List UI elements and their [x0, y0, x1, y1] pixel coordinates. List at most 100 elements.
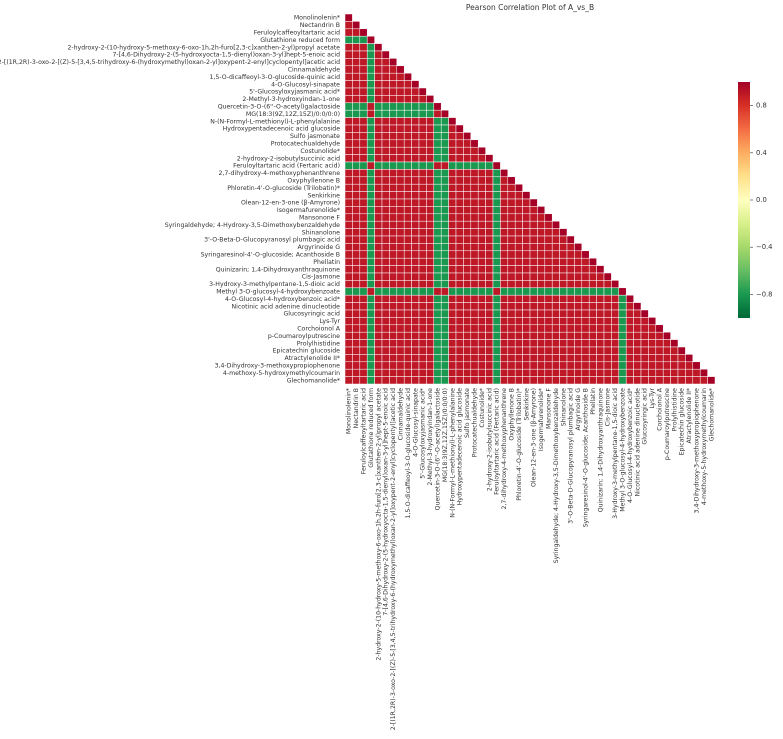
- heatmap-cell: [396, 124, 405, 133]
- heatmap-cell: [544, 243, 553, 252]
- heatmap-cell: [692, 368, 701, 377]
- heatmap-cell: [492, 294, 501, 303]
- row-label: Phellatin: [313, 259, 340, 266]
- heatmap-cell: [359, 58, 368, 67]
- heatmap-cell: [366, 169, 375, 178]
- heatmap-cell: [477, 154, 486, 163]
- row-label: Lys-Tyr: [320, 318, 341, 325]
- heatmap-cell: [448, 220, 457, 229]
- heatmap-cell: [492, 346, 501, 355]
- heatmap-cell: [403, 302, 412, 311]
- heatmap-cell: [418, 309, 427, 318]
- heatmap-cell: [389, 235, 398, 244]
- heatmap-cell: [433, 220, 442, 229]
- heatmap-cell: [352, 95, 361, 104]
- heatmap-cell: [433, 206, 442, 215]
- heatmap-cell: [352, 183, 361, 192]
- heatmap-cell: [492, 176, 501, 185]
- heatmap-cell: [492, 206, 501, 215]
- heatmap-cell: [500, 302, 509, 311]
- heatmap-cell: [381, 250, 390, 259]
- heatmap-cell: [492, 331, 501, 340]
- row-label: Cinnamaldehyde: [288, 67, 340, 74]
- heatmap-cell: [403, 109, 412, 118]
- heatmap-cell: [344, 220, 353, 229]
- heatmap-cell: [662, 368, 671, 377]
- heatmap-cell: [507, 191, 516, 200]
- heatmap-cell: [500, 250, 509, 259]
- row-label: Hydroxypentadecenoic acid glucoside: [223, 126, 341, 133]
- heatmap-cell: [544, 228, 553, 237]
- heatmap-cell: [670, 339, 679, 348]
- heatmap-cell: [529, 339, 538, 348]
- heatmap-cell: [366, 294, 375, 303]
- heatmap-cell: [366, 132, 375, 141]
- heatmap-cell: [374, 117, 383, 126]
- heatmap-cell: [514, 339, 523, 348]
- heatmap-cell: [344, 161, 353, 170]
- heatmap-cell: [426, 235, 435, 244]
- heatmap-cell: [381, 169, 390, 178]
- column-label: Argyrinoide G: [575, 388, 582, 431]
- heatmap-cell: [463, 346, 472, 355]
- heatmap-cell: [381, 213, 390, 222]
- heatmap-cell: [433, 139, 442, 148]
- heatmap-cell: [544, 376, 553, 385]
- heatmap-cell: [352, 109, 361, 118]
- heatmap-cell: [485, 361, 494, 370]
- heatmap-cell: [492, 243, 501, 252]
- heatmap-cell: [374, 228, 383, 237]
- heatmap-cell: [574, 368, 583, 377]
- heatmap-cell: [611, 294, 620, 303]
- heatmap-cell: [537, 257, 546, 266]
- heatmap-cell: [359, 213, 368, 222]
- heatmap-cell: [566, 243, 575, 252]
- heatmap-cell: [559, 287, 568, 296]
- heatmap-cell: [477, 376, 486, 385]
- row-label: 4-methoxy-5-hydroxymethylcoumarin: [223, 370, 340, 377]
- heatmap-cell: [603, 361, 612, 370]
- heatmap-cell: [433, 176, 442, 185]
- heatmap-cell: [559, 309, 568, 318]
- heatmap-cell: [514, 198, 523, 207]
- heatmap-cell: [551, 250, 560, 259]
- heatmap-cell: [389, 346, 398, 355]
- row-label: 5'-Glucosyloxyjasmanic acid*: [249, 89, 340, 96]
- heatmap-cell: [514, 302, 523, 311]
- column-label: Quercetin-3-O-(6''-O-acetyl)galactoside: [435, 388, 442, 511]
- heatmap-cell: [396, 354, 405, 363]
- heatmap-cell: [389, 368, 398, 377]
- heatmap-cell: [648, 346, 657, 355]
- heatmap-cell: [455, 250, 464, 259]
- column-label: Cis-Jasmone: [605, 388, 612, 426]
- heatmap-cell: [470, 220, 479, 229]
- heatmap-cell: [374, 43, 383, 52]
- heatmap-cell: [596, 346, 605, 355]
- row-label: 3'-O-Beta-D-Glucopyranosyl plumbagic aci…: [204, 237, 340, 244]
- heatmap-cell: [352, 35, 361, 44]
- heatmap-cell: [544, 250, 553, 259]
- heatmap-cell: [389, 124, 398, 133]
- heatmap-cell: [418, 102, 427, 111]
- heatmap-cell: [596, 265, 605, 274]
- heatmap-cell: [633, 339, 642, 348]
- heatmap-cell: [500, 257, 509, 266]
- heatmap-cell: [588, 287, 597, 296]
- heatmap-cell: [581, 346, 590, 355]
- heatmap-cell: [411, 317, 420, 326]
- heatmap-cell: [374, 124, 383, 133]
- heatmap-cell: [470, 294, 479, 303]
- heatmap-cell: [374, 324, 383, 333]
- heatmap-cell: [662, 354, 671, 363]
- heatmap-cell: [344, 102, 353, 111]
- heatmap-cell: [403, 272, 412, 281]
- heatmap-cell: [455, 191, 464, 200]
- heatmap-cell: [640, 317, 649, 326]
- heatmap-cell: [537, 220, 546, 229]
- heatmap-cell: [448, 257, 457, 266]
- heatmap-cell: [366, 213, 375, 222]
- heatmap-cell: [470, 176, 479, 185]
- heatmap-cell: [455, 139, 464, 148]
- heatmap-cell: [396, 309, 405, 318]
- heatmap-cell: [596, 331, 605, 340]
